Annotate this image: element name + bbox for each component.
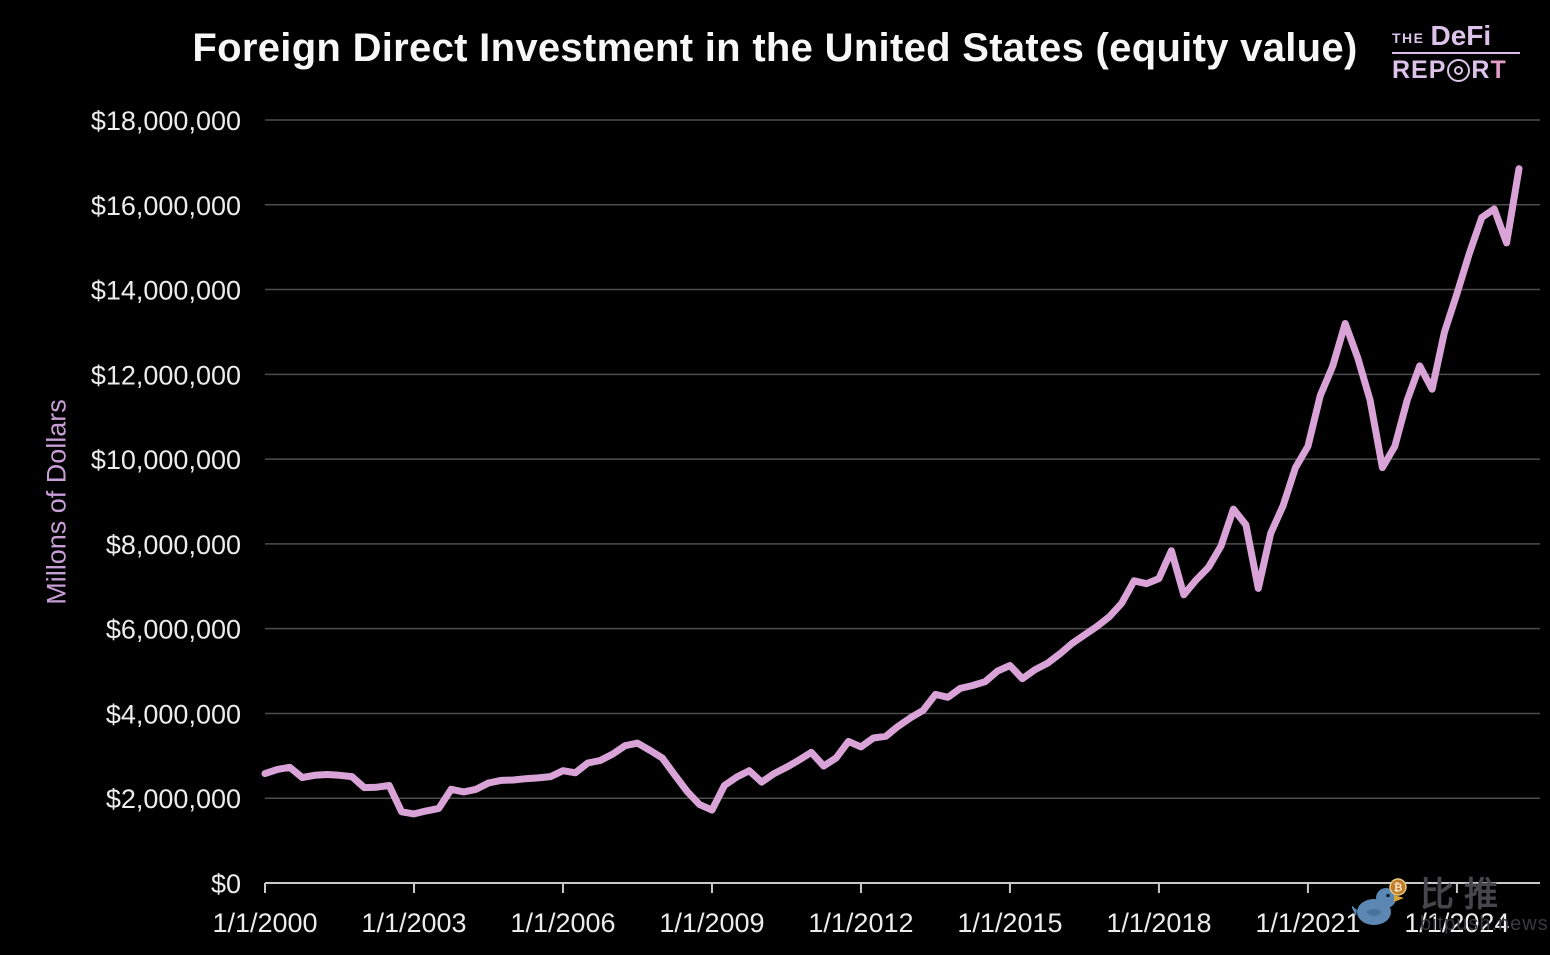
y-tick-label: $8,000,000 bbox=[106, 530, 241, 560]
x-tick-label: 1/1/2015 bbox=[957, 908, 1062, 938]
logo-top-row: THE DeFi bbox=[1392, 22, 1520, 54]
watermark-chinese-label: 比推 bbox=[1420, 876, 1508, 914]
bitpush-watermark: ₿ 比推 bitpush.news bbox=[1352, 878, 1549, 936]
y-tick-label: $14,000,000 bbox=[91, 276, 241, 306]
x-tick-label: 1/1/2000 bbox=[212, 908, 317, 938]
fdi-line-series bbox=[261, 165, 1523, 818]
y-tick-label: $6,000,000 bbox=[106, 615, 241, 645]
bird-with-coin-icon: ₿ bbox=[1352, 878, 1407, 925]
logo-report-prefix: REP bbox=[1392, 56, 1447, 84]
y-tick-label: $10,000,000 bbox=[91, 445, 241, 475]
svg-text:₿: ₿ bbox=[1394, 882, 1403, 894]
x-tick-label: 1/1/2009 bbox=[659, 908, 764, 938]
logo-the-label: THE bbox=[1392, 30, 1425, 46]
x-tick-label: 1/1/2018 bbox=[1106, 908, 1211, 938]
logo-bottom-row: REP R T bbox=[1392, 56, 1520, 85]
bullseye-o-icon bbox=[1447, 59, 1471, 82]
x-tick-label: 1/1/2021 bbox=[1255, 908, 1360, 938]
y-tick-label: $16,000,000 bbox=[91, 191, 241, 221]
y-tick-label: $12,000,000 bbox=[91, 360, 241, 390]
y-tick-label: $4,000,000 bbox=[106, 699, 241, 729]
x-tick-label: 1/1/2006 bbox=[510, 908, 615, 938]
x-tick-label: 1/1/2003 bbox=[361, 908, 466, 938]
watermark-english-label: bitpush.news bbox=[1420, 913, 1549, 935]
y-tick-label: $0 bbox=[211, 869, 241, 899]
defi-report-logo: THE DeFi REP R T bbox=[1392, 22, 1520, 85]
y-tick-label: $2,000,000 bbox=[106, 784, 241, 814]
x-tick-label: 1/1/2012 bbox=[808, 908, 913, 938]
logo-report-t: T bbox=[1490, 56, 1507, 84]
x-tick-label: 1/1/2024 bbox=[1404, 908, 1509, 938]
logo-report-r: R bbox=[1471, 56, 1491, 84]
y-tick-label: $18,000,000 bbox=[91, 106, 241, 136]
page-title: Foreign Direct Investment in the United … bbox=[192, 26, 1358, 70]
logo-brand-label: DeFi bbox=[1430, 20, 1492, 51]
